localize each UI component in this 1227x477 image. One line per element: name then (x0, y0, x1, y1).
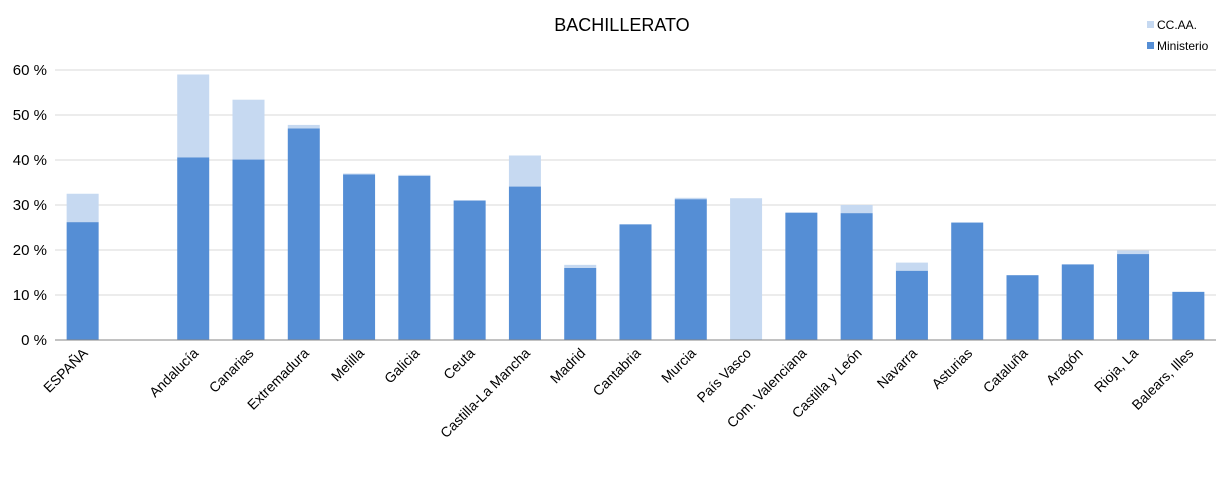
y-tick-label: 60 % (13, 62, 47, 79)
x-tick-label: Navarra (874, 345, 921, 392)
bar-ministerio (287, 128, 320, 340)
bar-ministerio (232, 159, 265, 340)
legend-swatch-ministerio (1147, 42, 1154, 49)
legend-label-ccaa: CC.AA. (1157, 18, 1197, 32)
x-tick-label: Rioja, La (1091, 345, 1142, 396)
y-tick-label: 20 % (13, 242, 47, 259)
x-tick-label: Andalucía (146, 345, 201, 400)
legend-swatch-ccaa (1147, 21, 1154, 28)
bar-ccaa (730, 198, 763, 340)
bar-ministerio (619, 224, 652, 340)
x-tick-label: Melilla (328, 345, 368, 385)
y-tick-label: 50 % (13, 107, 47, 124)
bar-ministerio (508, 186, 541, 340)
bar-ministerio (564, 268, 597, 340)
bar-ccaa (840, 205, 873, 214)
bar-ministerio (398, 175, 431, 340)
bar-ministerio (895, 270, 928, 340)
y-tick-label: 30 % (13, 197, 47, 214)
legend: CC.AA. Ministerio (1147, 18, 1209, 53)
bar-ccaa (343, 173, 376, 175)
x-tick-label: Madrid (547, 345, 589, 387)
bar-ccaa (508, 155, 541, 187)
bar-ministerio (66, 222, 99, 340)
bar-ministerio (1117, 254, 1150, 340)
bar-ccaa (564, 264, 597, 268)
x-tick-label: Galicia (381, 345, 423, 387)
x-tick-label: Canarias (206, 345, 257, 396)
bar-ccaa (1117, 250, 1150, 255)
x-tick-label: Aragón (1043, 345, 1086, 388)
bar-ministerio (840, 213, 873, 340)
bar-ccaa (287, 124, 320, 129)
x-tick-label: Asturias (928, 345, 975, 392)
chart-title: BACHILLERATO (554, 15, 689, 35)
bar-ministerio (177, 157, 210, 340)
legend-label-ministerio: Ministerio (1157, 39, 1209, 53)
x-tick-label: Murcia (658, 345, 699, 386)
bar-ministerio (1006, 275, 1039, 340)
bar-ccaa (895, 262, 928, 271)
bar-ccaa (232, 99, 265, 160)
x-tick-label: Cantabria (589, 345, 643, 399)
y-tick-label: 0 % (21, 332, 47, 349)
bar-ccaa (66, 193, 99, 223)
bar-ministerio (343, 174, 376, 340)
x-tick-label: ESPAÑA (40, 344, 91, 395)
y-axis: 0 % 10 % 20 % 30 % 40 % 50 % 60 % (13, 62, 47, 349)
x-tick-label: Ceuta (440, 345, 478, 383)
bar-ministerio (785, 212, 818, 340)
bars (66, 74, 1205, 340)
bar-ccaa (398, 174, 431, 176)
bar-ccaa (674, 197, 707, 200)
y-tick-label: 40 % (13, 152, 47, 169)
bar-ministerio (1172, 291, 1205, 340)
bar-ministerio (951, 222, 984, 340)
bar-ministerio (674, 199, 707, 340)
bar-ccaa (177, 74, 210, 158)
y-tick-label: 10 % (13, 287, 47, 304)
x-tick-label: Cataluña (980, 345, 1031, 396)
bar-ministerio (1061, 264, 1094, 340)
bar-ministerio (453, 200, 486, 340)
x-tick-label: País Vasco (694, 345, 755, 406)
